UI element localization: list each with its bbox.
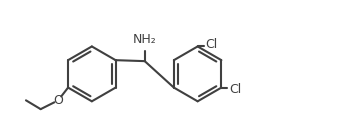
Text: Cl: Cl bbox=[206, 38, 218, 51]
Text: O: O bbox=[53, 94, 63, 107]
Text: NH₂: NH₂ bbox=[133, 33, 157, 47]
Text: Cl: Cl bbox=[229, 83, 242, 96]
